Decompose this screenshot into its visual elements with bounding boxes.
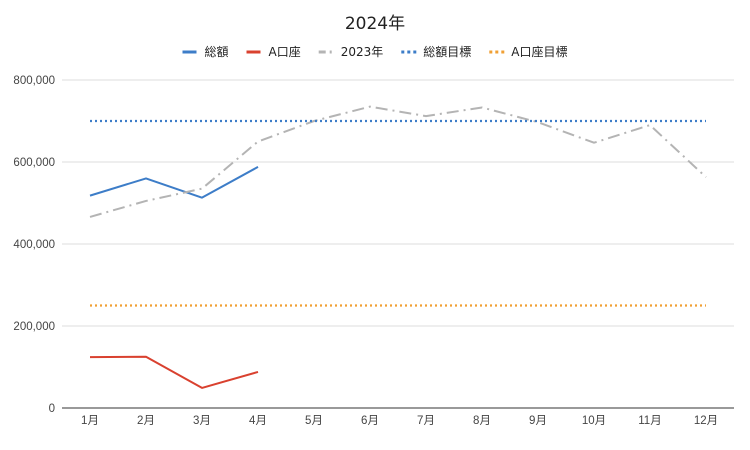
y-tick-label: 600,000 bbox=[13, 157, 55, 169]
x-tick-label: 10月 bbox=[582, 415, 606, 427]
y-tick-label: 200,000 bbox=[13, 321, 55, 333]
x-tick-label: 4月 bbox=[249, 415, 267, 427]
y-axis: 0 200,000 400,000 600,000 800,000 bbox=[13, 75, 55, 415]
legend-item: 総額 bbox=[182, 45, 229, 59]
legend-item: A口座目標 bbox=[489, 44, 568, 59]
gridlines bbox=[62, 79, 734, 409]
x-tick-label: 5月 bbox=[305, 415, 323, 427]
series-layer bbox=[89, 105, 707, 389]
y-tick-label: 0 bbox=[49, 403, 55, 415]
chart-title: 2024年 bbox=[345, 14, 405, 34]
legend-label: A口座 bbox=[269, 44, 301, 59]
y-tick-label: 800,000 bbox=[13, 75, 55, 87]
x-tick-label: 9月 bbox=[529, 415, 547, 427]
legend: 総額 A口座 2023年 総額目標 A口座目標 bbox=[182, 44, 568, 59]
legend-item: 2023年 bbox=[318, 45, 384, 59]
x-tick-label: 6月 bbox=[361, 415, 379, 427]
x-tick-label: 2月 bbox=[137, 415, 155, 427]
legend-label: 総額 bbox=[205, 45, 229, 59]
x-axis: 1月 2月 3月 4月 5月 6月 7月 8月 9月 10月 11月 12月 bbox=[81, 415, 718, 427]
series-1-line bbox=[89, 166, 259, 199]
x-tick-label: 12月 bbox=[694, 415, 718, 427]
legend-item: 総額目標 bbox=[401, 45, 471, 59]
series-3-line bbox=[89, 105, 707, 218]
legend-item: A口座 bbox=[246, 44, 301, 59]
x-tick-label: 3月 bbox=[193, 415, 211, 427]
series-2-line bbox=[89, 355, 259, 389]
legend-label: A口座目標 bbox=[511, 44, 567, 59]
y-tick-label: 400,000 bbox=[13, 239, 55, 251]
x-tick-label: 1月 bbox=[81, 415, 99, 427]
legend-label: 総額目標 bbox=[423, 45, 471, 59]
x-tick-label: 11月 bbox=[638, 415, 661, 427]
x-tick-label: 7月 bbox=[417, 415, 435, 427]
x-tick-label: 8月 bbox=[473, 415, 491, 427]
legend-label: 2023年 bbox=[341, 45, 384, 59]
